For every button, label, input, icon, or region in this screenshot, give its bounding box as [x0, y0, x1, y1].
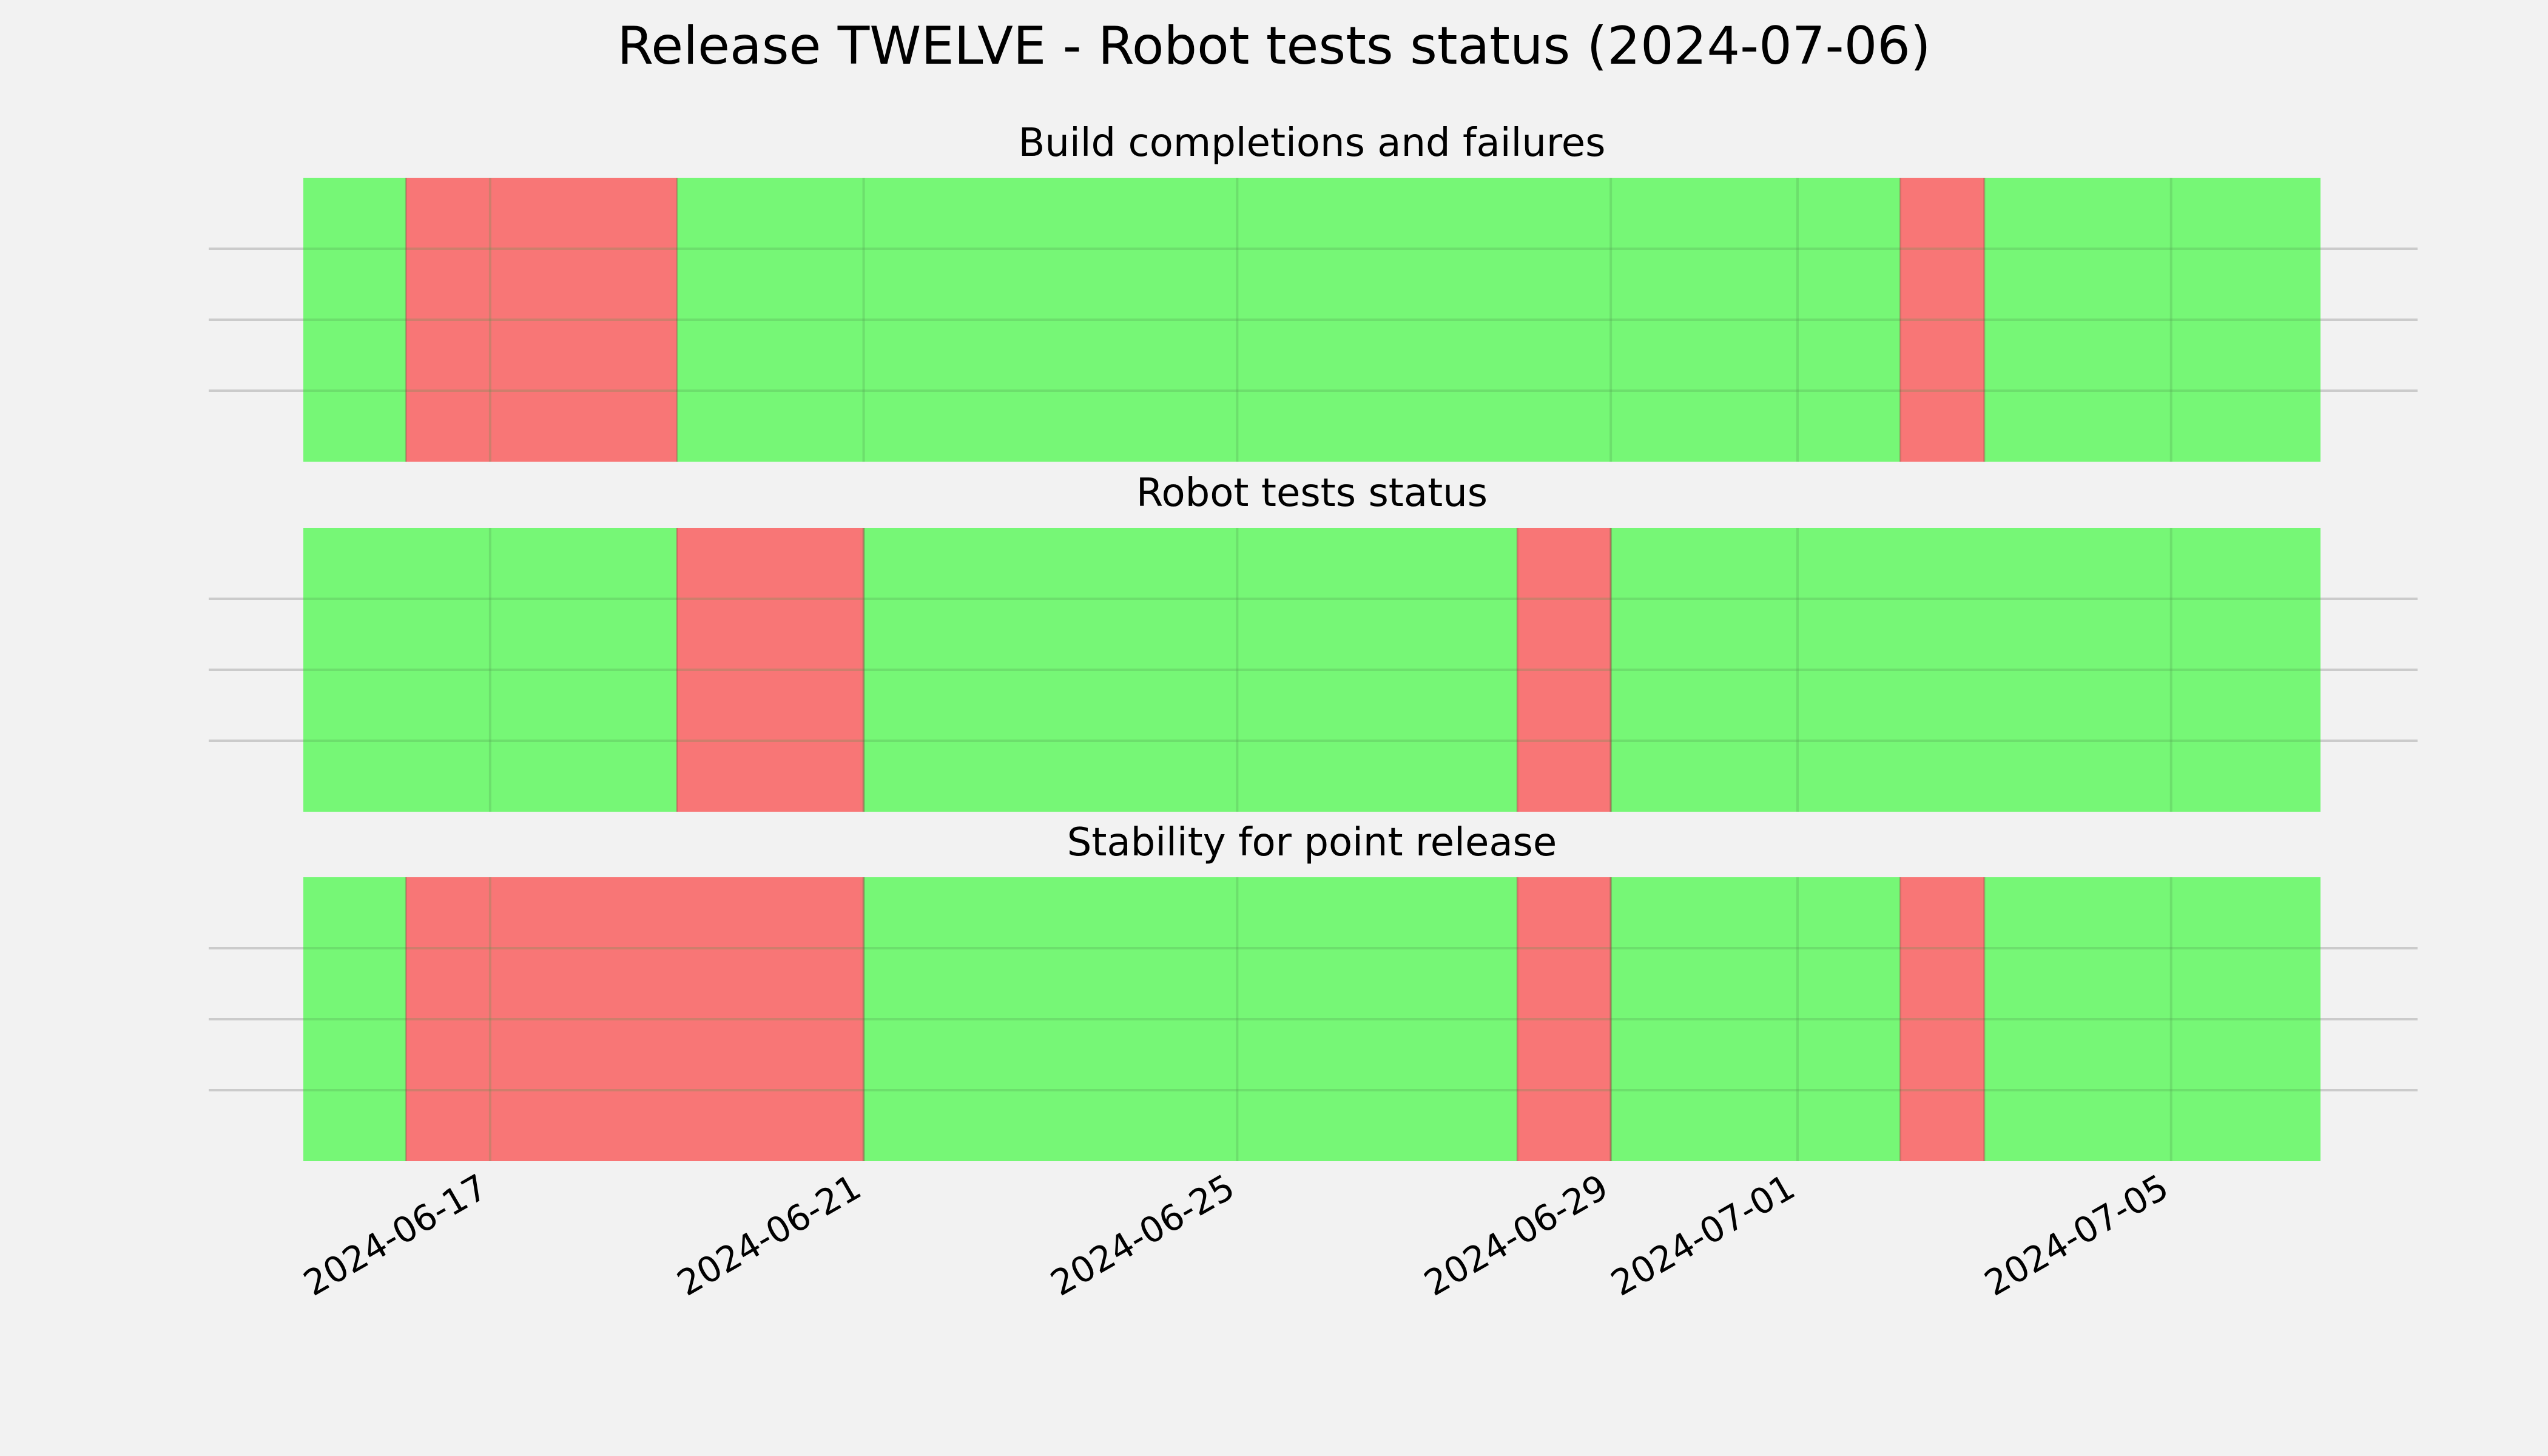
panel-title: Robot tests status: [1136, 471, 1488, 516]
status-segment-fail: [406, 877, 864, 1161]
status-segment-fail: [1900, 178, 1984, 462]
chart-title: Release TWELVE - Robot tests status (202…: [617, 16, 1930, 76]
status-segment-pass: [1984, 178, 2320, 462]
panel-title: Stability for point release: [1067, 820, 1557, 865]
status-segment-pass: [1984, 877, 2320, 1161]
status-segment-pass: [1611, 877, 1901, 1161]
status-segment-pass: [303, 178, 406, 462]
status-segment-pass: [863, 528, 1518, 812]
status-segment-fail: [1517, 877, 1611, 1161]
status-segment-fail: [1517, 528, 1611, 812]
panel-title: Build completions and failures: [1019, 121, 1606, 166]
status-segment-pass: [303, 877, 406, 1161]
panel-1: Build completions and failures: [209, 121, 2418, 462]
panel-2: Robot tests status: [209, 471, 2418, 812]
status-segment-fail: [406, 178, 677, 462]
status-segment-pass: [303, 528, 677, 812]
status-segment-fail: [676, 528, 864, 812]
status-segment-fail: [1900, 877, 1984, 1161]
panel-3: Stability for point release: [209, 820, 2418, 1161]
status-segment-pass: [863, 877, 1518, 1161]
panels: Build completions and failures Robot test…: [209, 121, 2418, 1161]
status-segment-pass: [676, 178, 1901, 462]
status-segment-pass: [1611, 528, 2320, 812]
